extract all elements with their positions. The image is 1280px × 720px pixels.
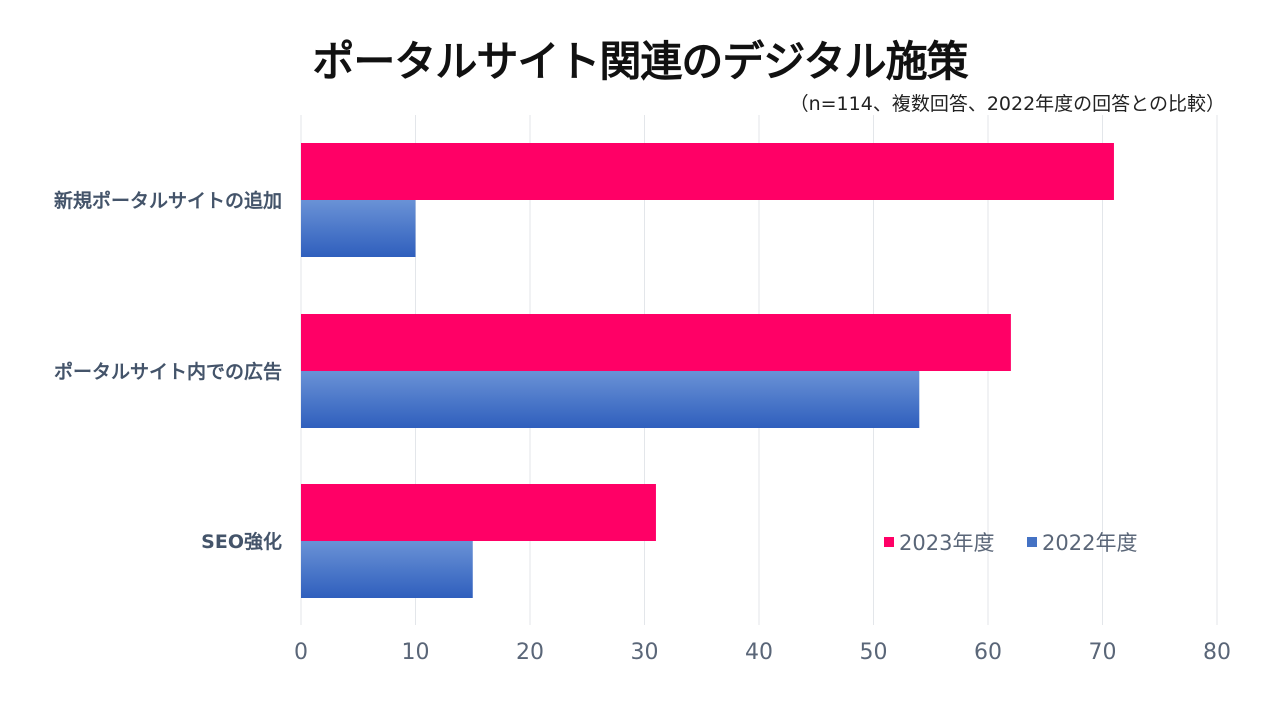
chart-subtitle: （n=114、複数回答、2022年度の回答との比較） (789, 93, 1225, 115)
x-tick-label: 0 (294, 640, 308, 665)
x-tick-label: 60 (974, 640, 1002, 665)
category-label: SEO強化 (201, 530, 282, 553)
bar-2022 (301, 541, 473, 598)
x-tick-label: 40 (745, 640, 773, 665)
bar-2023 (301, 484, 656, 541)
x-tick-label: 30 (631, 640, 659, 665)
bars (301, 143, 1114, 598)
x-tick-label: 80 (1203, 640, 1231, 665)
x-tick-label: 20 (516, 640, 544, 665)
chart-title: ポータルサイト関連のデジタル施策 (312, 37, 968, 86)
bar-2022 (301, 371, 920, 428)
category-label: ポータルサイト内での広告 (54, 360, 282, 383)
category-label: 新規ポータルサイトの追加 (54, 189, 282, 212)
bar-2023 (301, 314, 1011, 371)
bar-2023 (301, 143, 1114, 200)
x-tick-label: 70 (1089, 640, 1117, 665)
legend-label: 2023年度 (899, 531, 994, 555)
legend-label: 2022年度 (1042, 531, 1137, 555)
legend-swatch (1027, 537, 1037, 547)
legend: 2023年度 2022年度 (884, 531, 1137, 555)
legend-swatch (884, 537, 894, 547)
bar-2022 (301, 200, 416, 257)
x-tick-label: 50 (860, 640, 888, 665)
x-axis-tick-labels: 0 10 20 30 40 50 60 70 80 (294, 640, 1231, 665)
x-tick-label: 10 (402, 640, 430, 665)
